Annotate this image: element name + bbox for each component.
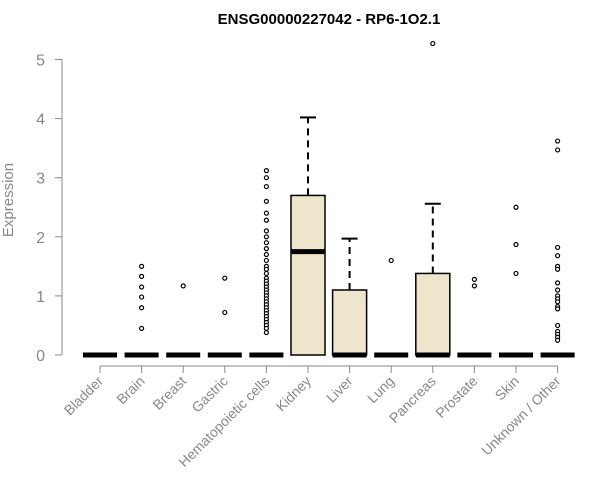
outlier-point [513,241,519,248]
outlier-point [554,244,561,251]
box-iqr [331,289,368,356]
x-tick-label: Kidney [273,373,315,415]
y-tick-label: 4 [36,112,45,129]
outlier-point [263,329,269,336]
outlier-point [180,283,186,289]
box-liver [331,237,368,358]
outlier-point [139,263,145,269]
outlier-point [554,306,561,312]
y-axis-label: Expression [0,163,17,237]
outlier-point [554,287,561,293]
outlier-point [222,309,228,316]
outlier-point [263,246,269,252]
box-skin [499,204,533,358]
outlier-point [554,280,561,286]
box-unknown-other [540,138,575,358]
y-tick-label: 0 [36,348,45,365]
chart-title: ENSG00000227042 - RP6-1O2.1 [218,11,441,28]
box-pancreas [415,40,451,358]
outlier-point [554,253,561,259]
outlier-point [263,266,269,272]
outlier-point [554,266,561,272]
x-tick-label: Skin [492,373,523,404]
outlier-point [263,217,269,223]
outlier-point [139,294,145,300]
box-breast [166,283,201,358]
outlier-point [263,210,269,216]
outlier-point [222,275,228,281]
outlier-point [263,183,269,190]
box-iqr [415,272,451,356]
box-prostate [457,276,492,358]
outlier-point [554,322,561,329]
box-lung [374,257,409,358]
outlier-point [139,325,145,332]
outlier-point [554,299,561,305]
outlier-point [554,138,561,144]
outlier-point [139,284,145,290]
box-hematopoietic-cells [249,168,284,358]
outlier-point [513,204,519,210]
y-axis: 0 1 2 3 4 5 [36,53,63,365]
x-tick-label: Brain [113,373,147,407]
y-tick-label: 1 [36,289,45,306]
x-tick-label: Breast [149,373,189,413]
outlier-point [554,147,561,153]
outlier-point [471,283,477,289]
y-tick-label: 3 [36,171,45,188]
y-tick-label: 2 [36,230,45,247]
x-tick-label: Bladder [61,373,107,419]
boxes-layer [83,40,575,358]
outlier-point [388,257,394,264]
outlier-point [263,240,269,246]
box-iqr [290,194,326,356]
outlier-point [263,251,269,258]
outlier-point [263,270,269,277]
outlier-point [263,257,269,264]
x-tick-label: Lung [364,373,397,406]
outlier-point [471,276,477,282]
outlier-point [430,40,436,47]
outlier-point [263,175,269,181]
x-tick-label: Liver [323,373,356,406]
box-brain [124,263,159,358]
outlier-point [139,305,145,311]
box-kidney [290,116,326,356]
outlier-point [554,337,561,343]
box-gastric [207,275,242,358]
y-tick-label: 5 [36,53,45,70]
outlier-point [263,234,269,240]
outlier-point [263,228,269,234]
outlier-point [513,270,519,277]
outlier-point [263,168,269,174]
x-tick-label: Unknown / Other [478,373,564,459]
outlier-point [263,325,269,332]
outlier-point [139,273,145,279]
x-tick-label: Prostate [432,373,480,421]
outlier-point [263,198,269,204]
